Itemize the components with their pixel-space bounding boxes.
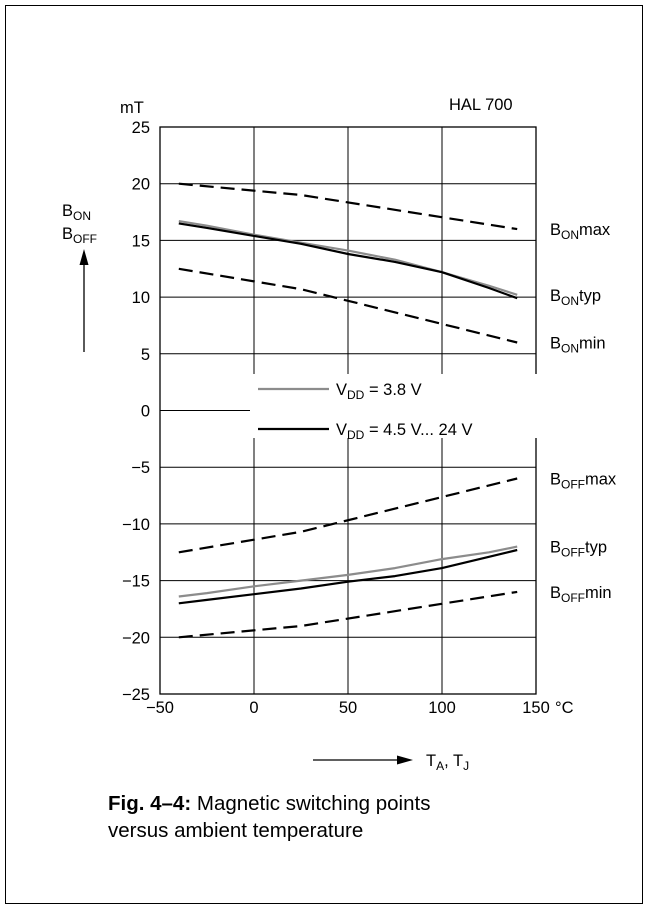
- y-axis-label-off-base: B: [62, 225, 73, 243]
- series-label-4: BOFFmax: [550, 471, 617, 492]
- figure-frame: [5, 5, 643, 904]
- series-label-0-sub: ON: [561, 228, 579, 242]
- chart-title: HAL 700: [449, 96, 513, 114]
- series-label-3: BONmin: [550, 334, 606, 355]
- y-tick-label: 10: [132, 289, 150, 307]
- legend-label-0: VDD = 3.8 V: [336, 381, 422, 402]
- series-layer: [178, 182, 518, 639]
- legend-label-0-sub: DD: [347, 388, 365, 402]
- series-line-5: [178, 545, 518, 598]
- x-tick-label: 150: [522, 699, 550, 717]
- x-tick-labels: −50 0 50 100 150: [146, 699, 550, 717]
- legend-label-0-suffix: = 3.8 V: [364, 381, 421, 399]
- y-tick-label: 20: [132, 176, 150, 194]
- caption-fig-label: Fig. 4–4:: [108, 792, 192, 815]
- caption-text-1: Magnetic switching points: [191, 792, 431, 815]
- series-line-1: [178, 220, 518, 296]
- y-axis-label-on-base: B: [62, 202, 73, 220]
- x-axis-label-base-a: T: [426, 752, 436, 770]
- series-label-3-sub: ON: [561, 341, 579, 355]
- x-axis-arrow: [313, 755, 413, 765]
- y-axis-label-off-sub: OFF: [73, 232, 97, 246]
- y-axis-arrow: [79, 249, 89, 352]
- x-axis-label-base-j: T: [453, 752, 463, 770]
- series-label-1-base: B: [550, 287, 561, 305]
- y-tick-label: 15: [132, 232, 150, 250]
- y-axis-label-on-sub: ON: [73, 209, 91, 223]
- legend-label-1: VDD = 4.5 V... 24 V: [336, 421, 472, 442]
- legend-background: [250, 374, 540, 438]
- series-label-7-suffix: min: [585, 584, 612, 602]
- x-axis-label: TA, TJ: [426, 752, 469, 773]
- series-label-5: BOFFtyp: [550, 539, 607, 560]
- x-tick-label: 50: [339, 699, 357, 717]
- chart-grid: [160, 127, 536, 694]
- x-unit-label: °C: [555, 699, 574, 717]
- y-tick-label: 25: [132, 119, 150, 137]
- y-tick-label: −25: [122, 686, 150, 704]
- x-tick-label: −50: [146, 699, 174, 717]
- series-label-0-base: B: [550, 221, 561, 239]
- y-axis-label-off: BOFF: [62, 225, 97, 246]
- legend-label-1-suffix: = 4.5 V... 24 V: [364, 421, 472, 439]
- series-label-1: BONtyp: [550, 287, 601, 308]
- y-axis-label-on: BON: [62, 202, 91, 223]
- series-label-4-sub: OFF: [561, 478, 585, 492]
- series-label-7-sub: OFF: [561, 591, 585, 605]
- series-label-3-suffix: min: [579, 334, 606, 352]
- y-tick-label: −20: [122, 629, 150, 647]
- y-tick-label: 5: [141, 346, 150, 364]
- x-axis-label-sub-j: J: [463, 759, 469, 773]
- series-label-5-sub: OFF: [561, 546, 585, 560]
- series-line-2: [178, 222, 518, 300]
- series-label-7-base: B: [550, 584, 561, 602]
- caption-text-2: versus ambient temperature: [108, 819, 364, 842]
- y-tick-label: −10: [122, 516, 150, 534]
- legend-label-0-prefix: V: [336, 381, 347, 399]
- y-tick-label: −5: [131, 459, 150, 477]
- y-tick-label: −15: [122, 573, 150, 591]
- x-axis-label-sub-a: A: [436, 759, 444, 773]
- series-label-5-base: B: [550, 539, 561, 557]
- legend-label-1-prefix: V: [336, 421, 347, 439]
- series-line-6: [178, 548, 518, 605]
- y-tick-labels: 25 20 15 10 5 0 −5 −10 −15 −20 −25: [122, 119, 150, 704]
- x-tick-label: 0: [249, 699, 258, 717]
- legend: VDD = 3.8 V VDD = 4.5 V... 24 V: [250, 374, 540, 442]
- series-label-1-suffix: typ: [579, 287, 601, 305]
- series-label-5-suffix: typ: [585, 539, 607, 557]
- x-axis-label-sep: ,: [444, 752, 453, 770]
- series-label-1-sub: ON: [561, 294, 579, 308]
- series-label-4-base: B: [550, 471, 561, 489]
- x-tick-label: 100: [428, 699, 456, 717]
- y-unit-label: mT: [120, 99, 144, 117]
- caption-line-1: Fig. 4–4: Magnetic switching points: [108, 790, 628, 817]
- figure-caption: Fig. 4–4: Magnetic switching points vers…: [108, 790, 628, 844]
- legend-label-1-sub: DD: [347, 428, 365, 442]
- y-tick-label: 0: [141, 403, 150, 421]
- series-label-7: BOFFmin: [550, 584, 612, 605]
- series-label-0: BONmax: [550, 221, 611, 242]
- series-label-0-suffix: max: [579, 221, 611, 239]
- series-label-4-suffix: max: [585, 471, 617, 489]
- series-label-3-base: B: [550, 334, 561, 352]
